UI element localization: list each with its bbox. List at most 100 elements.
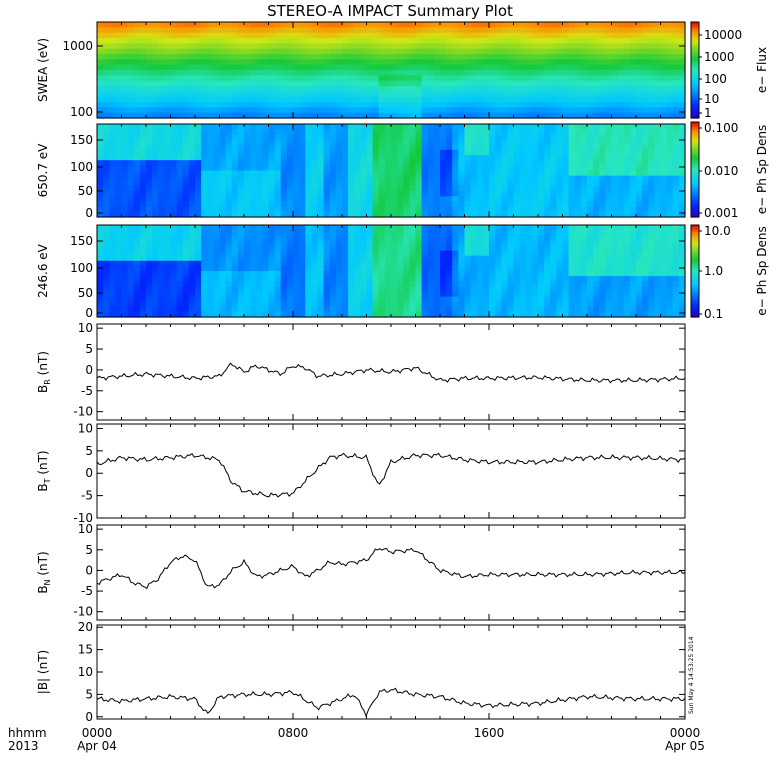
spectrogram-cell	[188, 286, 196, 293]
colorbar-cell	[691, 103, 699, 107]
spectrogram-cell	[599, 129, 606, 135]
spectrogram-cell	[587, 139, 594, 146]
spectrogram-cell	[225, 230, 233, 236]
spectrogram-cell	[403, 155, 410, 161]
spectrogram-cell	[335, 38, 343, 44]
spectrogram-cell	[458, 86, 466, 92]
spectrogram-cell	[305, 86, 312, 92]
spectrogram-cell	[599, 27, 606, 34]
spectrogram-cell	[660, 139, 668, 146]
spectrogram-cell	[213, 240, 221, 247]
spectrogram-cell	[519, 306, 527, 313]
spectrogram-cell	[225, 170, 233, 177]
spectrogram-cell	[213, 149, 221, 156]
spectrogram-cell	[464, 32, 472, 39]
spectrogram-cell	[158, 59, 165, 66]
spectrogram-cell	[103, 91, 110, 98]
spectrogram-cell	[507, 230, 515, 236]
spectrogram-cell	[268, 240, 276, 247]
spectrogram-cell	[188, 230, 196, 236]
spectrogram-cell	[158, 206, 165, 213]
spectrogram-cell	[335, 91, 343, 98]
spectrogram-cell	[482, 201, 490, 208]
spectrogram-cell	[562, 59, 570, 66]
spectrogram-cell	[562, 80, 570, 87]
spectrogram-cell	[342, 265, 349, 272]
spectrogram-cell	[293, 160, 300, 166]
spectrogram-cell	[464, 70, 472, 76]
spectrogram-cell	[519, 206, 527, 213]
spectrogram-cell	[121, 48, 129, 55]
spectrogram-cell	[170, 245, 178, 252]
spectrogram-cell	[617, 96, 625, 103]
spectrogram-cell	[109, 70, 116, 76]
spectrogram-cell	[146, 201, 153, 208]
colorbar-cell	[691, 195, 699, 199]
spectrogram-cell	[176, 144, 184, 151]
spectrogram-cell	[440, 112, 447, 119]
spectrogram-cell	[127, 134, 135, 141]
spectrogram-cell	[213, 155, 221, 161]
spectrogram-cell	[305, 311, 312, 318]
spectrogram-cell	[299, 225, 306, 231]
spectrogram-cell	[354, 80, 361, 87]
spectrogram-cell	[250, 149, 257, 156]
spectrogram-cell	[427, 306, 435, 313]
spectrogram-cell	[158, 286, 165, 293]
spectrogram-cell	[323, 80, 331, 87]
spectrogram-cell	[348, 70, 355, 76]
spectrogram-cell	[391, 201, 398, 208]
spectrogram-cell	[323, 102, 331, 108]
spectrogram-cell	[305, 48, 312, 55]
spectrogram-cell	[329, 186, 337, 192]
spectrogram-cell	[415, 196, 423, 203]
spectrogram-cell	[519, 38, 527, 44]
spectrogram-cell	[421, 149, 429, 156]
spectrogram-cell	[237, 38, 245, 44]
spectrogram-cell	[452, 201, 459, 208]
spectrogram-cell	[207, 306, 214, 313]
spectrogram-cell	[115, 286, 123, 293]
spectrogram-cell	[482, 149, 490, 156]
spectrogram-cell	[397, 291, 404, 298]
spectrogram-cell	[415, 48, 423, 55]
spectrogram-cell	[458, 54, 466, 60]
spectrogram-cell	[623, 22, 631, 28]
spectrogram-cell	[550, 43, 557, 50]
spectrogram-cell	[225, 129, 233, 135]
spectrogram-cell	[188, 165, 196, 172]
spectrogram-cell	[482, 265, 490, 272]
spectrogram-cell	[115, 245, 123, 252]
spectrogram-cell	[482, 170, 490, 177]
spectrogram-cell	[366, 301, 374, 308]
spectrogram-cell	[311, 301, 319, 308]
spectrogram-cell	[636, 32, 643, 39]
spectrogram-cell	[611, 43, 619, 50]
spectrogram-cell	[201, 296, 208, 303]
spectrogram-cell	[225, 281, 233, 287]
spectrogram-cell	[121, 306, 129, 313]
spectrogram-cell	[519, 86, 527, 92]
spectrogram-cell	[213, 139, 221, 146]
spectrogram-cell	[335, 306, 343, 313]
spectrogram-cell	[109, 107, 116, 114]
spectrogram-cell	[219, 70, 227, 76]
spectrogram-cell	[109, 64, 116, 71]
spectrogram-cell	[476, 245, 484, 252]
spectrogram-cell	[201, 175, 208, 182]
spectrogram-cell	[342, 22, 349, 28]
spectrogram-cell	[648, 54, 655, 60]
spectrogram-cell	[458, 186, 466, 192]
spectrogram-cell	[348, 54, 355, 60]
spectrogram-cell	[299, 38, 306, 44]
spectrogram-cell	[550, 75, 557, 82]
spectrogram-cell	[305, 271, 312, 277]
spectrogram-cell	[158, 139, 165, 146]
spectrogram-cell	[225, 134, 233, 141]
spectrogram-cell	[311, 276, 319, 282]
spectrogram-cell	[580, 38, 588, 44]
spectrogram-cell	[274, 230, 282, 236]
spectrogram-cell	[121, 250, 129, 257]
spectrogram-cell	[342, 124, 349, 130]
spectrogram-cell	[611, 139, 619, 146]
